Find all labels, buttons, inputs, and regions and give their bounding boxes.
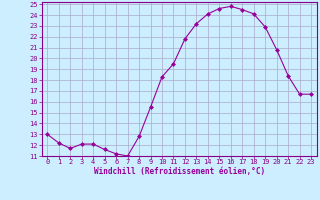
X-axis label: Windchill (Refroidissement éolien,°C): Windchill (Refroidissement éolien,°C) bbox=[94, 167, 265, 176]
